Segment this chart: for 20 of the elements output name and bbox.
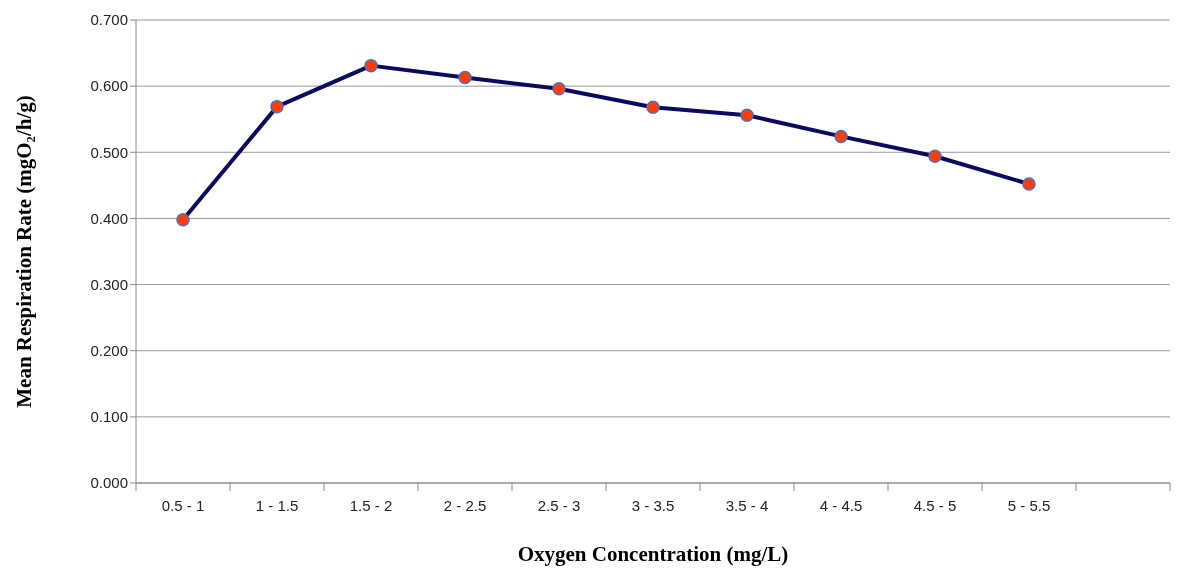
x-tick-label: 2 - 2.5 xyxy=(443,497,487,514)
x-tick-label: 4 - 4.5 xyxy=(819,497,863,514)
y-tick-label: 0.500 xyxy=(90,143,128,161)
x-tick-label: 2.5 - 3 xyxy=(537,497,581,514)
y-axis-title: Mean Respiration Rate (mgO₂/h/g) xyxy=(12,95,37,408)
x-tick-label: 1.5 - 2 xyxy=(349,497,393,514)
y-tick-label: 0.200 xyxy=(90,342,128,360)
x-tick-label: 3.5 - 4 xyxy=(725,497,769,514)
y-tick-label: 0.100 xyxy=(90,408,128,426)
y-tick-label: 0.400 xyxy=(90,209,128,227)
y-tick-label: 0.300 xyxy=(90,275,128,293)
y-tick-label: 0.700 xyxy=(90,11,128,29)
x-tick-label: 0.5 - 1 xyxy=(161,497,205,514)
x-tick-label: 5 - 5.5 xyxy=(1007,497,1051,514)
x-tick-label: 4.5 - 5 xyxy=(913,497,957,514)
x-tick-label: 1 - 1.5 xyxy=(255,497,299,514)
y-tick-label: 0.000 xyxy=(90,474,128,492)
x-tick-label: 3 - 3.5 xyxy=(631,497,675,514)
y-tick-label: 0.600 xyxy=(90,77,128,95)
x-axis-title: Oxygen Concentration (mg/L) xyxy=(517,542,789,566)
